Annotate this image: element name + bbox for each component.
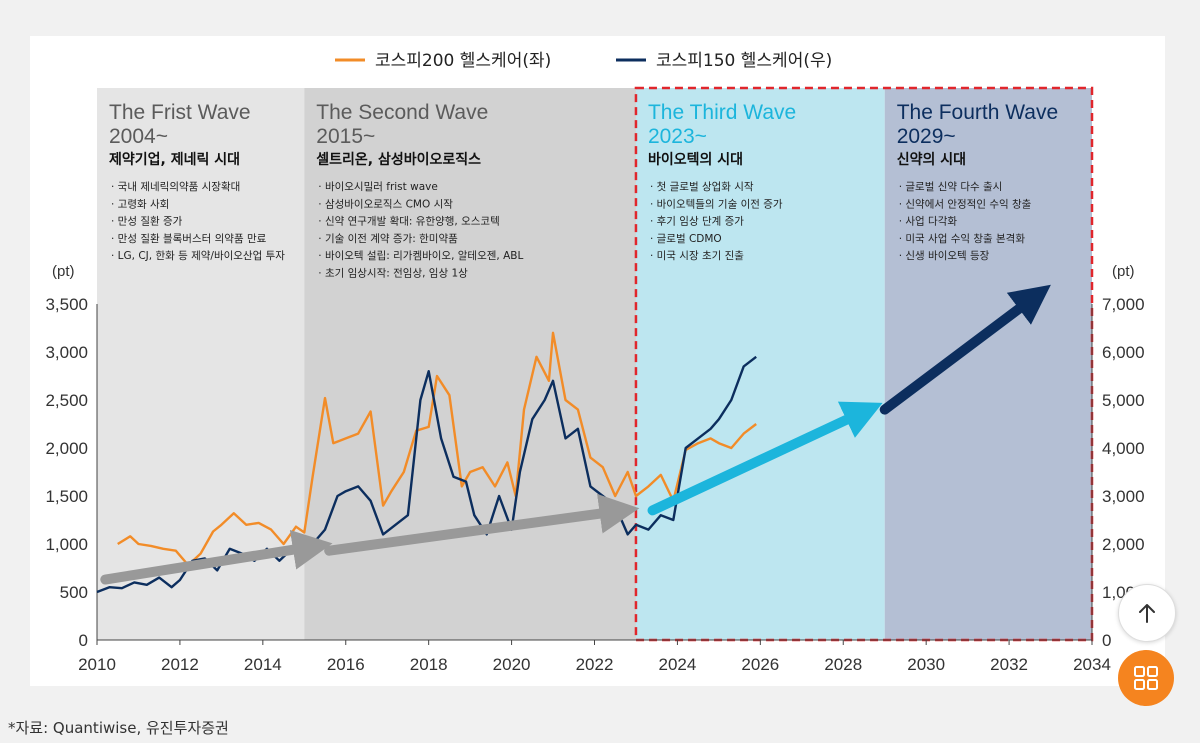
wave-subtitle-3: 바이오텍의 시대 (648, 151, 743, 168)
grid-icon (1134, 666, 1158, 690)
wave-3-bullet-2: · 바이오텍들의 기술 이전 증가 (650, 198, 783, 210)
wave-subtitle-2: 셀트리온, 삼성바이오로직스 (316, 151, 481, 168)
x-tick-label: 2022 (576, 655, 614, 674)
wave-year-4: 2029~ (897, 125, 956, 148)
scroll-to-top-button[interactable] (1118, 584, 1176, 642)
wave-2-bullet-1: · 바이오시밀러 frist wave (318, 181, 438, 193)
right-tick-label: 4,000 (1102, 439, 1145, 458)
wave-1-bullet-4: · 만성 질환 블록버스터 의약품 만료 (111, 233, 267, 245)
left-tick-label: 3,500 (45, 295, 88, 314)
trend-arrow-4 (879, 284, 1051, 415)
arrow-up-icon (1139, 604, 1155, 623)
x-tick-label: 2024 (659, 655, 697, 674)
x-tick-label: 2032 (990, 655, 1028, 674)
x-tick-label: 2014 (244, 655, 282, 674)
left-tick-label: 500 (60, 583, 88, 602)
x-tick-label: 2030 (907, 655, 945, 674)
wave-4-bullet-4: · 미국 사업 수익 창출 본격화 (899, 232, 1026, 245)
wave-year-3: 2023~ (648, 125, 707, 148)
wave-band-3 (635, 88, 885, 640)
right-tick-label: 0 (1102, 631, 1111, 650)
legend-label-1: 코스피150 헬스케어(우) (656, 51, 832, 71)
wave-3-bullet-3: · 후기 임상 단계 증가 (650, 215, 744, 228)
wave-1-bullet-3: · 만성 질환 증가 (111, 216, 183, 228)
wave-2-bullet-2: · 삼성바이오로직스 CMO 시작 (318, 198, 453, 210)
left-tick-label: 1,500 (45, 487, 88, 506)
right-tick-label: 7,000 (1102, 295, 1145, 314)
wave-1-bullet-1: · 국내 제네릭의약품 시장확대 (111, 180, 240, 193)
x-tick-label: 2010 (78, 655, 116, 674)
wave-subtitle-1: 제약기업, 제네릭 시대 (109, 151, 240, 168)
wave-2-bullet-6: · 초기 임상시작: 전임상, 임상 1상 (318, 267, 468, 280)
wave-2-bullet-5: · 바이오텍 설립: 리가켐바이오, 알테오젠, ABL (318, 249, 523, 262)
wave-4-bullet-3: · 사업 다각화 (899, 215, 958, 228)
wave-subtitle-4: 신약의 시대 (897, 151, 966, 168)
wave-band-2 (304, 88, 636, 640)
right-tick-label: 5,000 (1102, 391, 1145, 410)
x-tick-label: 2018 (410, 655, 448, 674)
wave-1-bullet-2: · 고령화 사회 (111, 198, 169, 210)
wave-2-bullet-4: · 기술 이전 계약 증가: 한미약품 (318, 233, 458, 245)
right-tick-label: 2,000 (1102, 535, 1145, 554)
wave-year-1: 2004~ (109, 125, 168, 148)
wave-year-2: 2015~ (316, 125, 375, 148)
trend-arrow-1 (100, 529, 333, 585)
left-tick-label: 2,000 (45, 439, 88, 458)
x-tick-label: 2012 (161, 655, 199, 674)
left-tick-label: 0 (79, 631, 88, 650)
trend-arrow-2 (324, 493, 640, 556)
wave-4-bullet-5: · 신생 바이오텍 등장 (899, 250, 990, 262)
wave-3-bullet-5: · 미국 시장 초기 진출 (650, 250, 744, 262)
wave-title-1: The Frist Wave (109, 101, 251, 124)
x-tick-label: 2016 (327, 655, 365, 674)
wave-title-3: The Third Wave (648, 101, 796, 124)
wave-4-bullet-2: · 신약에서 안정적인 수익 창출 (899, 198, 1032, 210)
x-tick-label: 2028 (824, 655, 862, 674)
right-tick-label: 3,000 (1102, 487, 1145, 506)
left-tick-label: 2,500 (45, 391, 88, 410)
trend-arrow-3 (647, 401, 883, 516)
x-tick-label: 2034 (1073, 655, 1111, 674)
left-axis-unit: (pt) (52, 263, 75, 280)
wave-title-2: The Second Wave (316, 101, 488, 124)
series-line-0 (117, 331, 757, 567)
wave-1-bullet-5: · LG, CJ, 한화 등 제약/바이오산업 투자 (111, 249, 285, 262)
wave-title-4: The Fourth Wave (897, 101, 1058, 124)
wave-3-bullet-1: · 첫 글로벌 상업화 시작 (650, 180, 754, 193)
source-note: *자료: Quantiwise, 유진투자증권 (8, 719, 229, 737)
left-tick-label: 3,000 (45, 343, 88, 362)
left-tick-label: 1,000 (45, 535, 88, 554)
wave-3-bullet-4: · 글로벌 CDMO (650, 233, 722, 245)
x-tick-label: 2026 (741, 655, 779, 674)
wave-band-4 (884, 88, 1092, 640)
x-tick-label: 2020 (493, 655, 531, 674)
right-tick-label: 6,000 (1102, 343, 1145, 362)
wave-4-bullet-1: · 글로벌 신약 다수 출시 (899, 181, 1003, 193)
wave-2-bullet-3: · 신약 연구개발 확대: 유한양행, 오스코텍 (318, 215, 499, 228)
right-axis-unit: (pt) (1112, 263, 1135, 280)
wave-band-1 (97, 88, 305, 640)
grid-menu-button[interactable] (1118, 650, 1174, 706)
legend-label-0: 코스피200 헬스케어(좌) (375, 51, 551, 71)
